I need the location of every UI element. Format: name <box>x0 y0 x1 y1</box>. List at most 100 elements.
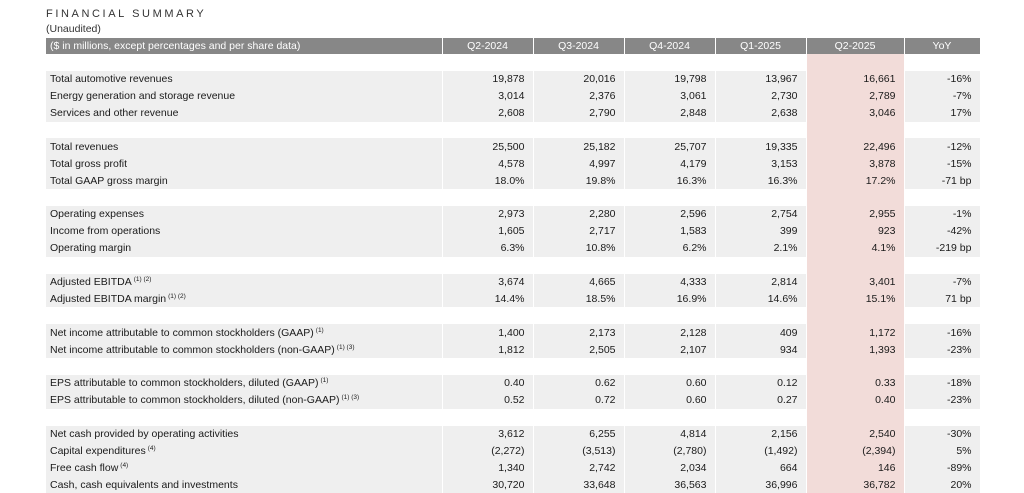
value-cell: 33,648 <box>533 476 625 493</box>
value-cell: 16.3% <box>624 172 716 190</box>
value-cell: 19,335 <box>715 138 807 156</box>
spacer-row <box>46 408 981 426</box>
value-cell: 4.1% <box>806 239 905 257</box>
value-cell: 0.12 <box>715 374 807 392</box>
row-label-cell: Capital expenditures (4) <box>46 442 443 460</box>
yoy-cell: -7% <box>904 273 981 291</box>
table-row: Services and other revenue 2,608 2,790 2,84… <box>46 104 981 122</box>
spacer-cell <box>624 408 716 426</box>
value-cell: 0.40 <box>442 374 534 392</box>
spacer-cell <box>806 189 905 207</box>
value-cell: 15.1% <box>806 290 905 308</box>
spacer-cell <box>715 307 807 325</box>
value-cell: 10.8% <box>533 239 625 257</box>
column-header: Q4-2024 <box>624 38 716 54</box>
value-cell: 16,661 <box>806 70 905 88</box>
spacer-cell <box>904 408 981 426</box>
value-cell: 6.3% <box>442 239 534 257</box>
row-label: Net cash provided by operating activitie… <box>50 428 239 441</box>
spacer-cell <box>624 307 716 325</box>
footnote-ref: (1) (2) <box>133 276 152 284</box>
spacer-cell <box>533 189 625 207</box>
value-cell: 13,967 <box>715 70 807 88</box>
spacer-cell <box>442 358 534 375</box>
spacer-cell <box>533 307 625 325</box>
table-row: Total GAAP gross margin 18.0% 19.8% 16.3% 16… <box>46 172 981 190</box>
value-cell: 2,848 <box>624 104 716 122</box>
value-cell: 25,182 <box>533 138 625 156</box>
table-row: Total revenues 25,500 25,182 25,707 19,335 22… <box>46 138 981 156</box>
spacer-cell <box>715 189 807 207</box>
value-cell: 1,812 <box>442 341 534 359</box>
yoy-cell: -23% <box>904 341 981 359</box>
value-cell: 1,172 <box>806 324 905 342</box>
spacer-row <box>46 358 981 375</box>
value-cell: 2,730 <box>715 87 807 105</box>
value-cell: 2,973 <box>442 206 534 223</box>
value-cell: (2,780) <box>624 442 716 460</box>
row-label-cell: EPS attributable to common stockholders,… <box>46 391 443 409</box>
table-row: EPS attributable to common stockholders,… <box>46 374 981 392</box>
value-cell: 2,280 <box>533 206 625 223</box>
value-cell: 1,583 <box>624 222 716 240</box>
row-label-cell: Services and other revenue <box>46 104 443 122</box>
spacer-cell <box>46 358 443 375</box>
value-cell: 2,790 <box>533 104 625 122</box>
value-cell: 2,156 <box>715 425 807 443</box>
value-cell: 6,255 <box>533 425 625 443</box>
spacer-cell <box>806 358 905 375</box>
row-label: Net income attributable to common stockh… <box>50 326 314 339</box>
table-row: Net income attributable to common stockh… <box>46 341 981 359</box>
row-label-cell: Total GAAP gross margin <box>46 172 443 190</box>
page-title: FINANCIAL SUMMARY <box>46 8 207 20</box>
spacer-cell <box>624 189 716 207</box>
value-cell: 2,814 <box>715 273 807 291</box>
yoy-cell: -16% <box>904 324 981 342</box>
footnote-ref: (1) <box>315 326 324 334</box>
table-body: Total automotive revenues 19,878 20,016 19,… <box>46 54 981 493</box>
spacer-cell <box>624 358 716 375</box>
row-label: EPS attributable to common stockholders,… <box>50 394 340 407</box>
spacer-cell <box>442 54 534 71</box>
value-cell: 0.52 <box>442 391 534 409</box>
value-cell: 1,340 <box>442 459 534 477</box>
spacer-row <box>46 121 981 139</box>
value-cell: 36,996 <box>715 476 807 493</box>
spacer-cell <box>904 121 981 139</box>
table-row: Adjusted EBITDA margin (1) (2) 14.4% 18.5% 1… <box>46 290 981 308</box>
spacer-cell <box>533 54 625 71</box>
spacer-cell <box>46 54 443 71</box>
yoy-cell: -18% <box>904 374 981 392</box>
row-label: Total revenues <box>50 140 119 153</box>
value-cell: 2.1% <box>715 239 807 257</box>
yoy-cell: 17% <box>904 104 981 122</box>
financial-summary-table: ($ in millions, except percentages and p… <box>46 38 981 493</box>
spacer-cell <box>715 408 807 426</box>
value-cell: 0.40 <box>806 391 905 409</box>
spacer-cell <box>442 189 534 207</box>
yoy-cell: -30% <box>904 425 981 443</box>
row-label: Operating margin <box>50 242 132 255</box>
row-label: Adjusted EBITDA <box>50 276 132 289</box>
row-label-cell: Free cash flow (4) <box>46 459 443 477</box>
row-label-cell: Total gross profit <box>46 155 443 173</box>
row-label-cell: Operating margin <box>46 239 443 257</box>
value-cell: 4,814 <box>624 425 716 443</box>
table-header: ($ in millions, except percentages and p… <box>46 38 981 54</box>
yoy-cell: -71 bp <box>904 172 981 190</box>
value-cell: 4,578 <box>442 155 534 173</box>
value-cell: 664 <box>715 459 807 477</box>
table-row: EPS attributable to common stockholders,… <box>46 391 981 409</box>
spacer-cell <box>533 358 625 375</box>
row-label: Capital expenditures <box>50 444 146 457</box>
spacer-cell <box>46 408 443 426</box>
value-cell: 2,789 <box>806 87 905 105</box>
value-cell: 20,016 <box>533 70 625 88</box>
row-label-cell: Adjusted EBITDA margin (1) (2) <box>46 290 443 308</box>
spacer-row <box>46 189 981 207</box>
value-cell: 409 <box>715 324 807 342</box>
header-row: ($ in millions, except percentages and p… <box>46 38 981 54</box>
yoy-cell: -23% <box>904 391 981 409</box>
spacer-cell <box>46 189 443 207</box>
spacer-cell <box>624 54 716 71</box>
